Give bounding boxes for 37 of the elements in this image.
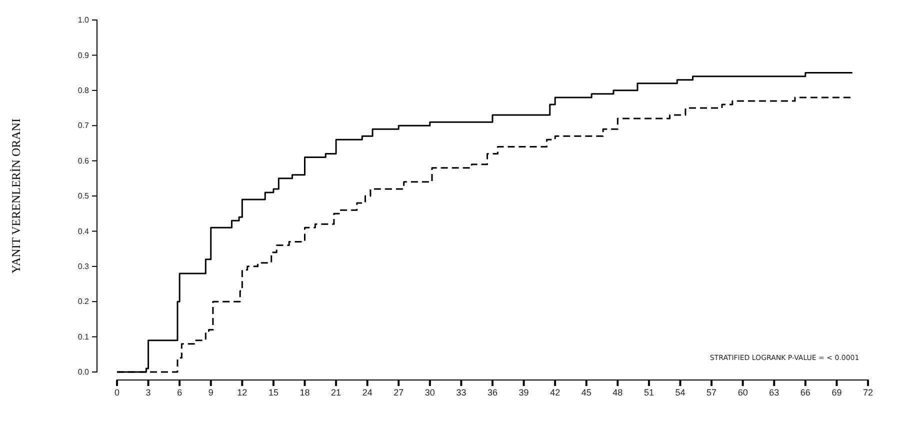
y-tick-label: 0.2 bbox=[78, 297, 90, 306]
y-tick-label: 0.3 bbox=[78, 262, 90, 271]
x-tick-label: 69 bbox=[832, 387, 842, 398]
y-tick-label: 0.0 bbox=[78, 368, 90, 377]
y-tick-label: 0.4 bbox=[78, 226, 90, 236]
x-tick-label: 24 bbox=[362, 387, 372, 398]
x-tick-label: 15 bbox=[268, 387, 278, 398]
x-tick-label: 57 bbox=[706, 387, 717, 398]
x-tick-label: 27 bbox=[394, 387, 404, 398]
y-tick-label: 0.1 bbox=[78, 332, 90, 342]
y-tick-label: 1.0 bbox=[78, 16, 90, 25]
y-axis-title: YANIT VERENLERİN ORANI bbox=[9, 118, 23, 274]
x-tick-label: 30 bbox=[424, 387, 435, 398]
x-tick-label: 36 bbox=[487, 387, 498, 398]
x-tick-label: 48 bbox=[612, 387, 623, 398]
x-tick-label: 54 bbox=[675, 387, 686, 398]
x-tick-label: 33 bbox=[456, 387, 466, 398]
x-tick-label: 3 bbox=[146, 387, 151, 398]
x-tick-label: 6 bbox=[177, 387, 182, 398]
x-tick-label: 63 bbox=[769, 387, 780, 398]
x-tick-label: 42 bbox=[550, 387, 560, 398]
x-tick-label: 72 bbox=[862, 387, 874, 398]
x-tick-label: 66 bbox=[800, 387, 810, 398]
x-tick-label: 45 bbox=[581, 387, 592, 398]
y-tick-label: 0.8 bbox=[78, 86, 90, 95]
x-tick-label: 0 bbox=[114, 387, 120, 398]
x-tick-label: 21 bbox=[331, 387, 342, 398]
x-tick-label: 18 bbox=[300, 387, 310, 398]
y-tick-label: 0.6 bbox=[78, 156, 90, 166]
x-tick-label: 9 bbox=[208, 387, 214, 398]
y-tick-label: 0.5 bbox=[78, 192, 90, 201]
y-tick-label: 0.7 bbox=[78, 121, 90, 130]
y-tick-label: 0.9 bbox=[78, 50, 90, 60]
x-tick-label: 39 bbox=[518, 387, 529, 398]
x-tick-label: 12 bbox=[237, 387, 248, 398]
x-tick-label: 51 bbox=[644, 387, 654, 398]
x-tick-label: 60 bbox=[738, 387, 748, 398]
